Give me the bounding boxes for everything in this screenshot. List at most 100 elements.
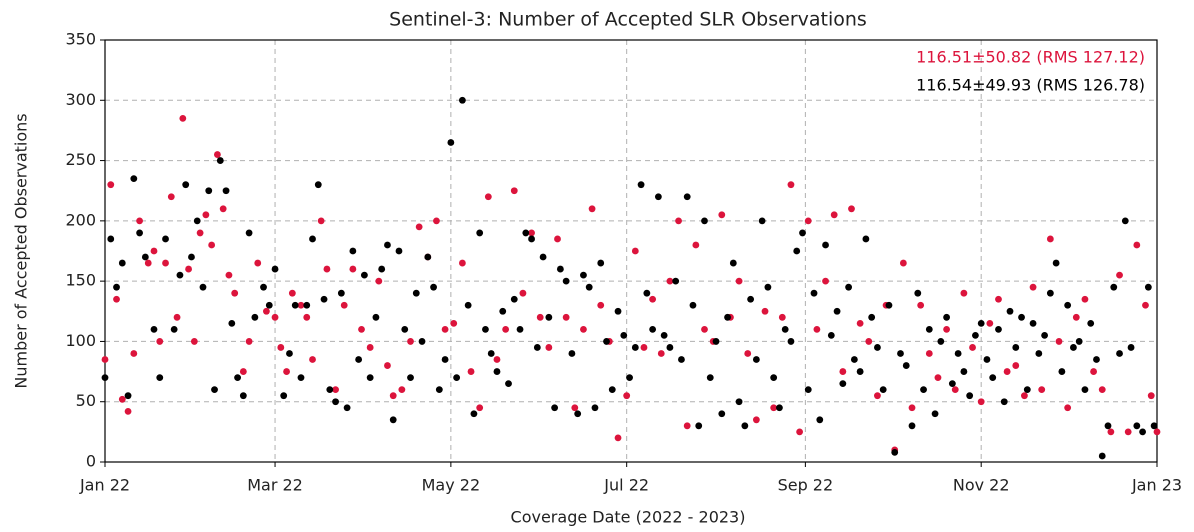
point	[124, 407, 132, 415]
point	[141, 253, 149, 261]
point	[263, 307, 270, 315]
point	[505, 380, 512, 388]
point	[1147, 392, 1155, 400]
point	[603, 338, 610, 345]
point	[925, 325, 933, 333]
point	[251, 313, 259, 321]
point	[441, 325, 449, 333]
point	[433, 217, 440, 225]
point	[1041, 332, 1048, 339]
point	[848, 205, 855, 213]
point	[136, 217, 143, 225]
point	[1081, 386, 1089, 394]
point	[188, 253, 195, 261]
point	[781, 325, 789, 333]
point	[966, 392, 974, 400]
point	[1087, 319, 1095, 327]
point	[1029, 283, 1037, 291]
point	[995, 325, 1002, 333]
point	[983, 356, 991, 363]
point	[415, 223, 423, 231]
point	[591, 404, 599, 412]
point	[150, 247, 158, 255]
point	[1064, 301, 1072, 309]
point	[545, 344, 553, 351]
point	[326, 386, 334, 394]
point	[1150, 422, 1158, 430]
point	[196, 229, 204, 237]
point	[856, 319, 864, 327]
point	[897, 350, 904, 357]
point	[580, 325, 587, 333]
point	[747, 295, 755, 303]
point	[1093, 356, 1100, 363]
point	[718, 410, 726, 418]
point	[528, 235, 535, 243]
point	[288, 289, 296, 297]
point	[761, 307, 769, 315]
point	[614, 307, 622, 315]
point	[303, 313, 311, 321]
point	[977, 398, 985, 406]
point	[571, 404, 579, 412]
point	[787, 338, 795, 345]
point	[562, 313, 570, 321]
x-tick-label: Sep 22	[778, 476, 834, 495]
point	[1021, 392, 1028, 400]
point	[689, 301, 697, 309]
point	[340, 301, 348, 309]
point	[776, 404, 783, 412]
point	[862, 235, 870, 243]
point	[934, 374, 942, 381]
point	[430, 283, 437, 291]
point	[162, 235, 169, 243]
point	[899, 259, 907, 267]
point	[280, 392, 288, 400]
point	[1116, 350, 1123, 357]
point	[1121, 217, 1129, 225]
y-tick-label: 250	[65, 150, 96, 169]
point	[366, 374, 374, 381]
point	[735, 398, 743, 406]
point	[810, 289, 818, 297]
point	[822, 241, 829, 249]
point	[908, 422, 916, 430]
point	[735, 277, 743, 285]
point	[118, 395, 126, 403]
point	[528, 229, 535, 237]
point	[695, 422, 703, 430]
annotation: 116.51±50.82 (RMS 127.12)	[916, 48, 1145, 67]
point	[176, 271, 184, 279]
point	[222, 187, 230, 195]
point	[208, 241, 216, 249]
point	[1029, 319, 1037, 327]
point	[793, 247, 801, 255]
point	[309, 356, 316, 363]
point	[712, 338, 720, 345]
point	[554, 235, 561, 243]
point	[830, 211, 838, 219]
point	[286, 350, 293, 357]
point	[925, 350, 933, 357]
point	[787, 181, 795, 189]
point	[1127, 344, 1135, 351]
y-tick-label: 300	[65, 90, 96, 109]
point	[1133, 422, 1141, 430]
point	[972, 332, 979, 339]
point	[1003, 368, 1011, 375]
point	[228, 319, 236, 327]
point	[536, 313, 544, 321]
point	[948, 380, 956, 388]
point	[1144, 283, 1152, 291]
point	[202, 211, 210, 219]
point	[588, 205, 596, 213]
point	[729, 259, 737, 267]
point	[657, 350, 665, 357]
point	[1046, 235, 1054, 243]
point	[597, 301, 605, 309]
point	[470, 410, 478, 418]
point	[741, 422, 749, 430]
point	[879, 386, 887, 394]
point	[631, 344, 639, 351]
